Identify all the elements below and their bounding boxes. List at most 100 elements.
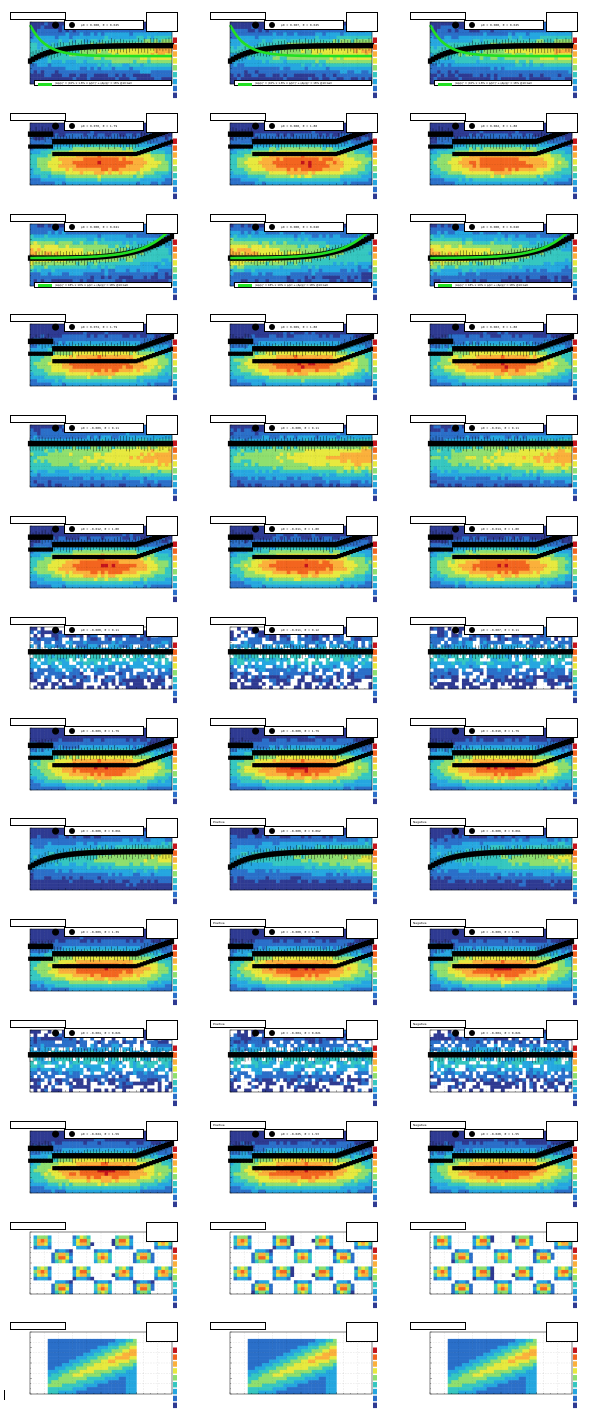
profile-point <box>261 1165 266 1171</box>
profile-point <box>431 1158 435 1163</box>
profile-point <box>130 964 135 969</box>
profile-point <box>115 359 120 364</box>
profile-point <box>464 151 469 156</box>
profile-point <box>358 546 362 551</box>
profile-point <box>243 1158 248 1163</box>
profile-point <box>455 964 460 969</box>
histogram-panel: p0 = -0.007, σ = 0.11 <box>408 616 584 705</box>
profile-point <box>261 554 266 560</box>
profile-point <box>55 964 60 969</box>
stats-legend <box>546 1020 578 1040</box>
profile-point <box>94 964 99 969</box>
fit-parameter-text: p0 = -0.007, σ = 0.11 <box>481 628 519 632</box>
marker-icon <box>69 22 75 28</box>
profile-point <box>512 359 517 364</box>
profile-point <box>252 223 260 231</box>
stats-legend <box>346 818 378 839</box>
profile-point <box>506 359 511 364</box>
profile-point <box>545 550 550 556</box>
stats-legend <box>146 213 178 234</box>
profile-point <box>476 554 481 560</box>
profile-point <box>273 359 278 364</box>
profile-point <box>521 359 526 364</box>
profile-point <box>554 1158 559 1163</box>
profile-point <box>249 956 254 962</box>
profile-point <box>106 964 111 969</box>
profile-point <box>354 755 359 760</box>
profile-point <box>252 525 260 533</box>
fit-parameter-text: p0 = 0.074, σ = 1.79 <box>81 325 117 329</box>
profile-point <box>31 352 35 357</box>
profile-point <box>336 150 341 156</box>
profile-point <box>61 964 66 969</box>
profile-point <box>240 755 244 760</box>
profile-point <box>303 359 308 364</box>
profile-point <box>133 359 138 364</box>
profile-point <box>252 762 257 767</box>
profile-point <box>133 554 138 560</box>
profile-point <box>70 359 75 364</box>
profile-point <box>121 762 126 767</box>
fit-parameter-box: p0 = -0.008, σ = 0.11 <box>64 624 144 635</box>
profile-point <box>82 964 87 969</box>
profile-point <box>521 151 526 156</box>
histogram-panel: Positive p0 = -0.008, σ = 1.38 <box>208 919 384 1007</box>
profile-point <box>470 762 475 767</box>
profile-point <box>246 755 251 760</box>
profile-point <box>231 1158 235 1163</box>
marker-icon <box>469 22 475 28</box>
profile-point <box>294 151 299 156</box>
axis-ticks <box>29 1130 173 1193</box>
profile-point <box>482 554 487 560</box>
profile-point <box>276 554 281 560</box>
profile-point <box>321 359 326 364</box>
panel-plot <box>427 827 577 905</box>
profile-point <box>479 554 484 560</box>
profile-point <box>530 359 535 364</box>
profile-point <box>345 960 350 965</box>
profile-point <box>431 547 435 552</box>
stats-legend <box>146 1120 178 1141</box>
profile-point <box>361 1156 365 1161</box>
profile-point <box>351 548 356 554</box>
profile-point <box>333 762 338 767</box>
profile-point <box>76 554 81 560</box>
fit-parameter-box: p0 = -0.007, σ = 0.11 <box>464 624 544 635</box>
fit-parameter-box: p0 = -0.024, σ = 1.59 <box>64 1128 144 1139</box>
profile-point <box>49 352 54 357</box>
profile-point <box>88 359 93 364</box>
green-line-icon <box>438 284 452 288</box>
profile-point <box>327 151 332 156</box>
profile-point <box>294 554 299 560</box>
profile-point <box>291 964 296 969</box>
fit-parameter-box: p0 = -0.014, σ = 1.80 <box>464 524 544 534</box>
profile-point <box>509 1165 514 1171</box>
profile-point <box>351 353 356 358</box>
profile-point <box>449 755 454 760</box>
profile-point <box>273 554 278 560</box>
color-scale-bar <box>173 1146 177 1207</box>
profile-point <box>354 144 359 149</box>
profile-point <box>273 964 278 969</box>
profile-point <box>58 151 63 156</box>
profile-point <box>88 762 93 767</box>
profile-point <box>112 151 117 156</box>
profile-point <box>348 1160 353 1166</box>
profile-point <box>158 754 162 759</box>
profile-point <box>554 352 559 357</box>
histogram-panel: Positive p0 = -0.004, σ = 0.021 <box>208 1020 384 1108</box>
marker-icon <box>269 929 275 936</box>
heatmap-cells <box>33 1235 173 1294</box>
profile-point <box>273 762 278 767</box>
profile-point <box>545 960 550 965</box>
profile-point <box>118 359 123 364</box>
profile-point <box>358 956 362 961</box>
profile-point <box>336 1165 341 1170</box>
profile-markers <box>27 323 177 364</box>
profile-point <box>500 964 505 969</box>
profile-point <box>354 352 359 357</box>
profile-point <box>270 359 275 364</box>
profile-point <box>521 762 526 767</box>
profile-point <box>151 548 156 554</box>
profile-point <box>288 359 293 364</box>
